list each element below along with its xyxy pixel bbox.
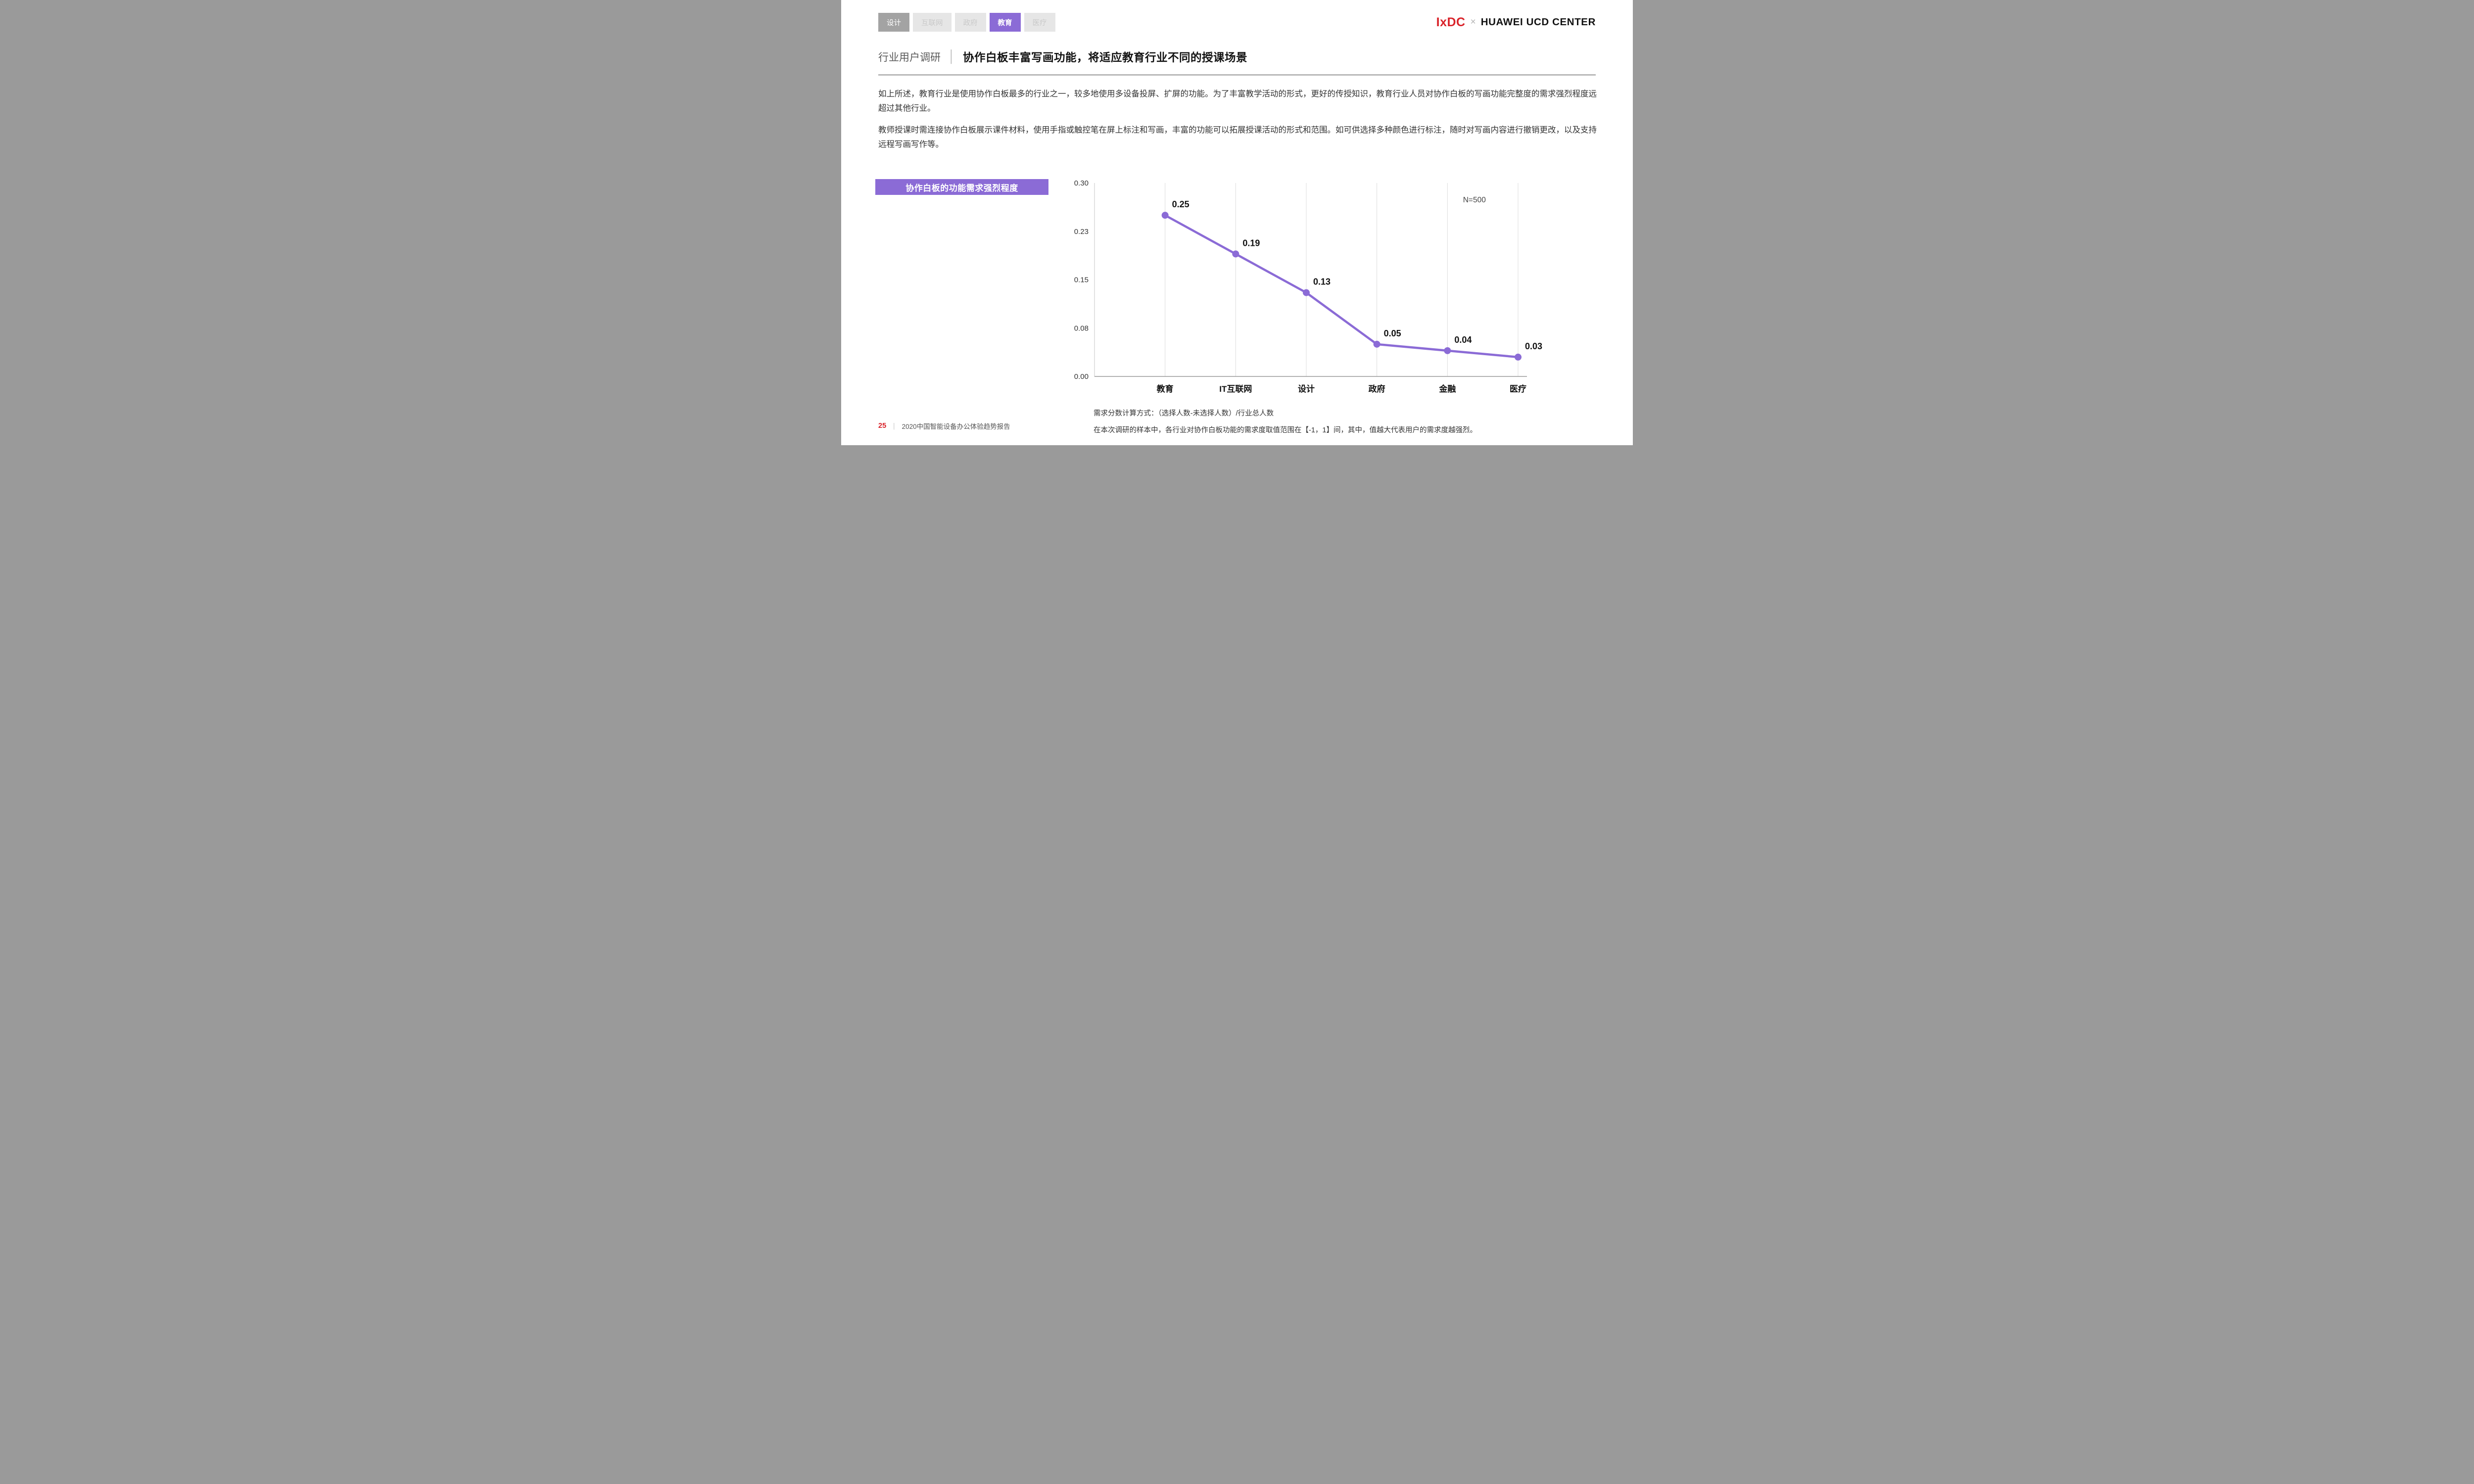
svg-text:医疗: 医疗 [1510, 384, 1526, 394]
svg-text:0.05: 0.05 [1384, 328, 1401, 338]
huawei-ucd-logo: HUAWEI UCD CENTER [1480, 16, 1596, 28]
svg-text:0.04: 0.04 [1454, 335, 1472, 345]
title-separator: │ [948, 50, 955, 63]
svg-text:教育: 教育 [1156, 384, 1174, 394]
chart-footnotes: 需求分数计算方式：（选择人数-未选择人数）/行业总人数 在本次调研的样本中，各行… [1094, 408, 1477, 441]
chart-canvas: 0.00 0.08 0.15 0.23 0.30 教育 IT互联网 设计 政府 金融 医疗 0.25 0… [1074, 179, 1542, 394]
svg-text:0.30: 0.30 [1074, 179, 1089, 187]
report-title: 2020中国智能设备办公体验趋势报告 [902, 423, 1010, 430]
svg-text:IT互联网: IT互联网 [1219, 384, 1252, 394]
times-icon: × [1470, 17, 1476, 27]
slide-headline: 协作白板丰富写画功能，将适应教育行业不同的授课场景 [963, 51, 1248, 64]
page-number: 25 [878, 422, 887, 430]
svg-text:0.23: 0.23 [1074, 228, 1089, 236]
body-paragraph-2: 教师授课时需连接协作白板展示课件材料，使用手指或触控笔在屏上标注和写画，丰富的功… [878, 126, 1597, 149]
footer-separator: ｜ [891, 423, 898, 430]
brand-logo: IxDC × HUAWEI UCD CENTER [1436, 15, 1596, 30]
tab-internet[interactable]: 互联网 [913, 13, 952, 32]
tab-government[interactable]: 政府 [954, 13, 986, 32]
page-footer: 25 ｜ 2020中国智能设备办公体验趋势报告 [878, 421, 1010, 431]
svg-text:设计: 设计 [1298, 384, 1315, 394]
svg-text:0.03: 0.03 [1525, 341, 1542, 351]
demand-line-chart: 0.00 0.08 0.15 0.23 0.30 教育 IT互联网 设计 政府 金融 医疗 0.25 0… [1066, 174, 1556, 402]
tab-medical[interactable]: 医疗 [1024, 13, 1055, 32]
svg-text:0.00: 0.00 [1074, 372, 1089, 381]
svg-text:0.08: 0.08 [1074, 324, 1089, 332]
body-paragraph-1: 如上所述，教育行业是使用协作白板最多的行业之一，较多地使用多设备投屏、扩屏的功能… [878, 90, 1597, 113]
chart-title-badge: 协作白板的功能需求强烈程度 [875, 179, 1048, 195]
ixdc-logo: IxDC [1436, 15, 1466, 29]
section-label: 行业用户调研 [878, 52, 941, 63]
svg-text:0.19: 0.19 [1242, 238, 1260, 248]
tab-education[interactable]: 教育 [989, 13, 1021, 32]
svg-text:N=500: N=500 [1463, 196, 1486, 204]
svg-text:0.25: 0.25 [1172, 199, 1189, 209]
top-bar: 设计 互联网 政府 教育 医疗 IxDC × HUAWEI UCD CENTER [878, 13, 1596, 32]
page-title: 行业用户调研 │ 协作白板丰富写画功能，将适应教育行业不同的授课场景 [878, 49, 1247, 65]
industry-tabs: 设计 互联网 政府 教育 医疗 [878, 13, 1055, 32]
chart-note: 需求分数计算方式：（选择人数-未选择人数）/行业总人数 [1094, 410, 1274, 417]
tab-design[interactable]: 设计 [878, 13, 909, 32]
chart-note: 在本次调研的样本中，各行业对协作白板功能的需求度取值范围在【-1，1】间，其中，… [1094, 426, 1477, 434]
svg-text:0.13: 0.13 [1313, 277, 1331, 287]
svg-text:政府: 政府 [1369, 384, 1385, 394]
svg-text:金融: 金融 [1438, 384, 1456, 394]
svg-text:0.15: 0.15 [1074, 276, 1089, 284]
report-slide: 设计 互联网 政府 教育 医疗 IxDC × HUAWEI UCD CENTER… [841, 0, 1633, 445]
